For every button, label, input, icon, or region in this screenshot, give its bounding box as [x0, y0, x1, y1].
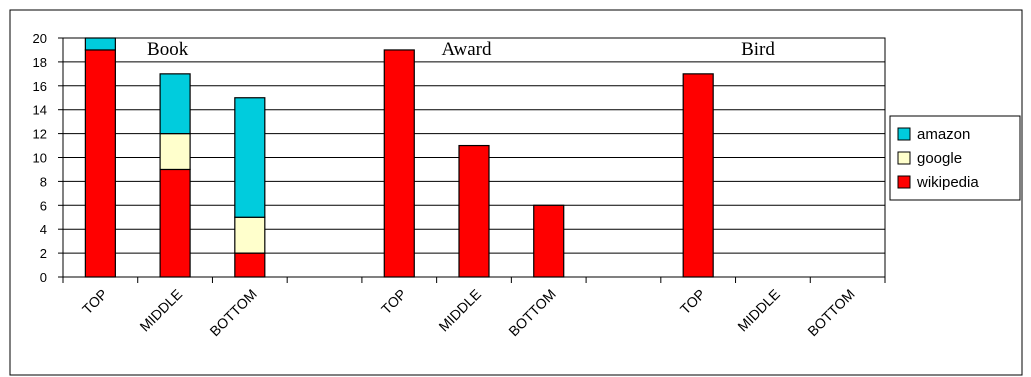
y-tick-label: 10 — [33, 151, 47, 166]
legend-label-amazon: amazon — [917, 126, 970, 143]
bar-wikipedia-1 — [159, 168, 191, 278]
y-tick-label: 20 — [33, 31, 47, 46]
y-tick-label: 2 — [40, 246, 47, 261]
bar-wikipedia-4 — [458, 144, 490, 278]
legend-box — [889, 115, 1021, 201]
y-tick-label: 6 — [40, 198, 47, 213]
legend-label-google: google — [917, 150, 962, 167]
group-label: Award — [442, 39, 492, 60]
y-tick-label: 14 — [33, 103, 47, 118]
bar-google-2 — [234, 216, 266, 254]
y-tick-label: 12 — [33, 127, 47, 142]
legend-label-wikipedia: wikipedia — [916, 174, 979, 191]
legend-swatch-wikipedia — [897, 175, 911, 189]
bar-wikipedia-5 — [533, 204, 565, 278]
y-tick-label: 18 — [33, 55, 47, 70]
y-tick-label: 4 — [40, 222, 47, 237]
bar-amazon-0 — [84, 37, 116, 51]
bar-amazon-1 — [159, 73, 191, 135]
bar-wikipedia-6 — [682, 73, 714, 278]
legend-swatch-amazon — [897, 127, 911, 141]
bar-wikipedia-2 — [234, 252, 266, 278]
bar-google-1 — [159, 133, 191, 171]
legend-swatch-google — [897, 151, 911, 165]
y-tick-label: 0 — [40, 270, 47, 285]
bar-wikipedia-3 — [383, 49, 415, 278]
bar-amazon-2 — [234, 97, 266, 218]
y-tick-label: 16 — [33, 79, 47, 94]
group-label: Bird — [741, 39, 775, 60]
group-label: Book — [147, 39, 189, 60]
bar-wikipedia-0 — [84, 49, 116, 278]
y-tick-label: 8 — [40, 174, 47, 189]
